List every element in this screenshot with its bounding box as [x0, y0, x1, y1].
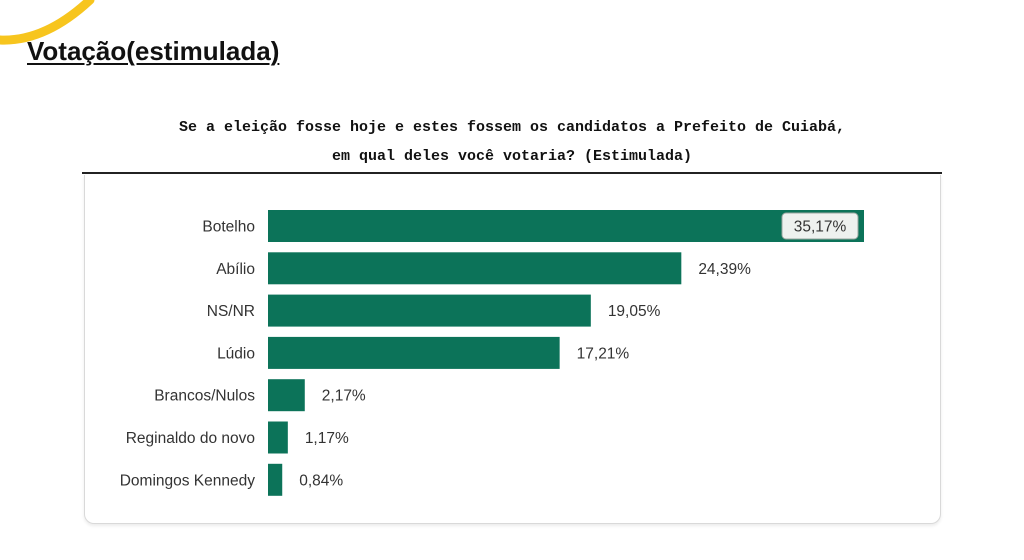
category-label-ns-nr: NS/NR	[207, 303, 255, 320]
bar-ludio	[268, 336, 560, 369]
category-label-reginaldo-do-novo: Reginaldo do novo	[126, 430, 255, 447]
bar-domingos-kennedy	[268, 463, 283, 496]
survey-question: Se a eleição fosse hoje e estes fossem o…	[82, 113, 942, 171]
bar-reginaldo-do-novo	[268, 421, 288, 454]
value-label-botelho: 35,17%	[794, 219, 847, 236]
category-label-ludio: Lúdio	[217, 345, 255, 362]
divider-line	[82, 172, 942, 174]
category-label-abilio: Abílio	[216, 261, 255, 278]
bar-ns-nr	[268, 294, 591, 327]
category-label-domingos-kennedy: Domingos Kennedy	[120, 472, 256, 489]
value-label-abilio: 24,39%	[698, 261, 751, 278]
question-line-1: Se a eleição fosse hoje e estes fossem o…	[178, 119, 846, 136]
value-label-ns-nr: 19,05%	[608, 303, 661, 320]
question-line-2: em qual deles você votaria? (Estimulada)	[331, 148, 693, 165]
bar-botelho	[268, 210, 864, 242]
category-label-brancos-nulos: Brancos/Nulos	[154, 388, 255, 405]
bar-abilio	[268, 252, 682, 285]
decorative-arc	[0, 0, 95, 45]
bar-brancos-nulos	[268, 379, 305, 412]
value-label-ludio: 17,21%	[577, 345, 630, 362]
page-title: Votação(estimulada)	[27, 36, 280, 66]
chart-card: Botelho 35,17% Abílio 24,39% NS/NR 19,05% Lúdi…	[84, 175, 941, 524]
value-label-box-botelho	[781, 212, 859, 240]
bar-chart: Botelho 35,17% Abílio 24,39% NS/NR 19,05% Lúdi…	[120, 210, 864, 496]
value-label-reginaldo-do-novo: 1,17%	[305, 430, 349, 447]
category-label-botelho: Botelho	[202, 219, 255, 236]
value-label-domingos-kennedy: 0,84%	[299, 472, 343, 489]
value-label-brancos-nulos: 2,17%	[322, 388, 366, 405]
